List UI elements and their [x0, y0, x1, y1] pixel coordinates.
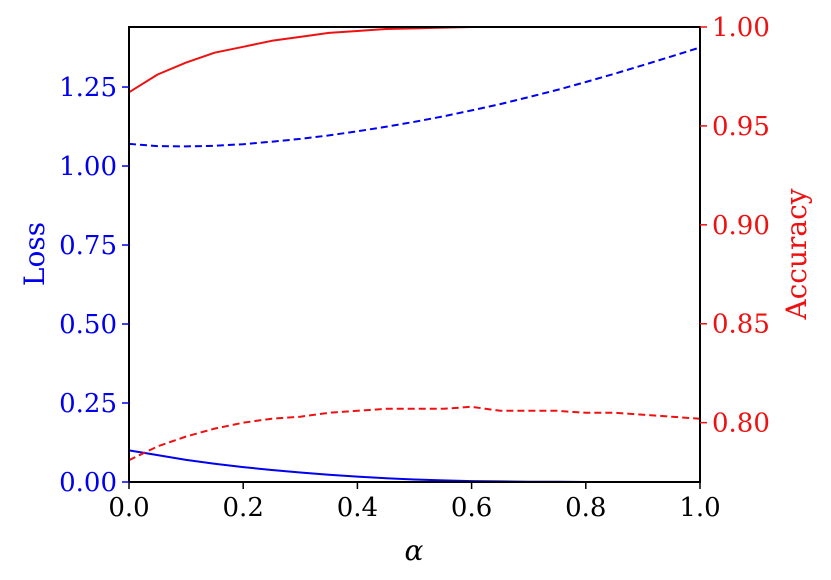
series-line-left-solid: [128, 449, 700, 483]
right-tick-label: 0.90: [712, 211, 770, 241]
plot-area: [128, 26, 701, 483]
series-line-right-solid: [128, 26, 700, 94]
left-tick-label: 1.00: [59, 152, 117, 182]
x-tick-label: 0.0: [108, 493, 149, 523]
left-tick-label: 1.25: [59, 73, 117, 103]
left-tick-label: 0.50: [59, 310, 117, 340]
right-tick-label: 1.00: [712, 13, 770, 43]
series-line-left-dashed: [128, 46, 701, 148]
left-tick-label: 0.00: [59, 468, 117, 498]
x-tick-label: 0.8: [565, 493, 606, 523]
series-line-right-dashed: [128, 405, 701, 462]
left-tick-label: 0.25: [59, 389, 117, 419]
x-tick-label: 0.2: [223, 493, 264, 523]
right-tick-label: 0.80: [712, 409, 770, 439]
plot-frame: [128, 26, 701, 483]
left-tick-label: 0.75: [59, 231, 117, 261]
right-axis-label: Accuracy: [780, 188, 813, 320]
right-tick-label: 0.85: [712, 310, 770, 340]
x-tick-label: 0.4: [337, 493, 378, 523]
x-axis-ticks: 0.0 0.2 0.4 0.6 0.8 1.0: [108, 482, 721, 523]
x-tick-label: 1.0: [679, 493, 720, 523]
right-axis-ticks: 0.80 0.85 0.90 0.95 1.00: [700, 13, 770, 439]
right-tick-label: 0.95: [712, 112, 770, 142]
left-axis-ticks: 0.00 0.25 0.50 0.75 1.00 1.25: [59, 73, 129, 498]
x-tick-label: 0.6: [451, 493, 492, 523]
left-axis-label: Loss: [18, 222, 51, 286]
x-axis-label: α: [405, 534, 424, 567]
